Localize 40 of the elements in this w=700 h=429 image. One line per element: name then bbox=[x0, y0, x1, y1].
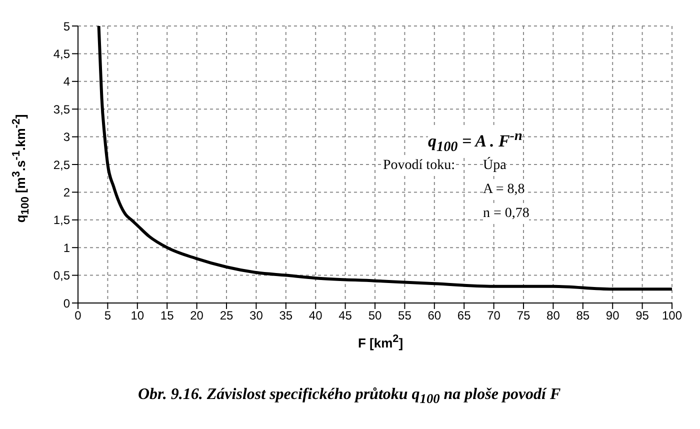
x-tick-label: 30 bbox=[250, 308, 264, 323]
x-tick-label: 10 bbox=[130, 308, 144, 323]
x-tick-label: 80 bbox=[546, 308, 560, 323]
y-tick-label: 4 bbox=[63, 74, 70, 89]
x-tick-label: 45 bbox=[338, 308, 352, 323]
line-series bbox=[97, 26, 672, 291]
y-tick-label: 3 bbox=[63, 130, 70, 144]
y-tick-label: 3,5 bbox=[53, 102, 70, 116]
x-tick-label: 95 bbox=[636, 308, 650, 323]
x-tick-label: 85 bbox=[576, 308, 590, 323]
y-tick-label: 0 bbox=[63, 296, 70, 310]
x-axis-title: F [km$^{2}$] bbox=[358, 333, 404, 350]
y-tick-label: 2,5 bbox=[53, 158, 70, 172]
y-tick-label: 1 bbox=[63, 240, 70, 255]
x-tick-label: 20 bbox=[190, 308, 204, 323]
x-tick-label: 90 bbox=[606, 308, 620, 323]
x-tick-label: 65 bbox=[457, 308, 472, 323]
annotation: q$_{100}$ = A . F$^{-n}$ bbox=[428, 128, 522, 156]
y-tick-label: 1,5 bbox=[53, 213, 70, 228]
text: Obr. 9.16. Závislost specifického průtoku q$_{100}$ na ploše povodí F bbox=[138, 386, 561, 408]
x-tick-label: 40 bbox=[308, 308, 323, 323]
annotation: Úpa bbox=[483, 158, 506, 174]
x-tick-label: 35 bbox=[279, 308, 293, 323]
y-tick-label: 5 bbox=[63, 19, 70, 34]
x-tick-label: 55 bbox=[398, 308, 412, 323]
annotation: A = 8,8 bbox=[483, 182, 525, 198]
x-tick-label: 5 bbox=[104, 308, 112, 323]
x-tick-label: 50 bbox=[368, 308, 382, 323]
annotation: Povodí toku: bbox=[383, 158, 455, 174]
x-tick-label: 0 bbox=[74, 308, 82, 323]
x-tick-label: 25 bbox=[220, 308, 234, 323]
y-tick-label: 2 bbox=[63, 185, 70, 200]
x-tick-label: 15 bbox=[160, 308, 174, 323]
y-tick-label: 0,5 bbox=[53, 268, 70, 283]
x-tick-label: 100 bbox=[662, 308, 682, 323]
annotation: n = 0,78 bbox=[483, 206, 530, 222]
x-tick-label: 75 bbox=[516, 308, 530, 323]
x-tick-label: 60 bbox=[428, 308, 442, 323]
y-tick-label: 4,5 bbox=[53, 46, 70, 61]
x-tick-label: 70 bbox=[487, 308, 501, 323]
